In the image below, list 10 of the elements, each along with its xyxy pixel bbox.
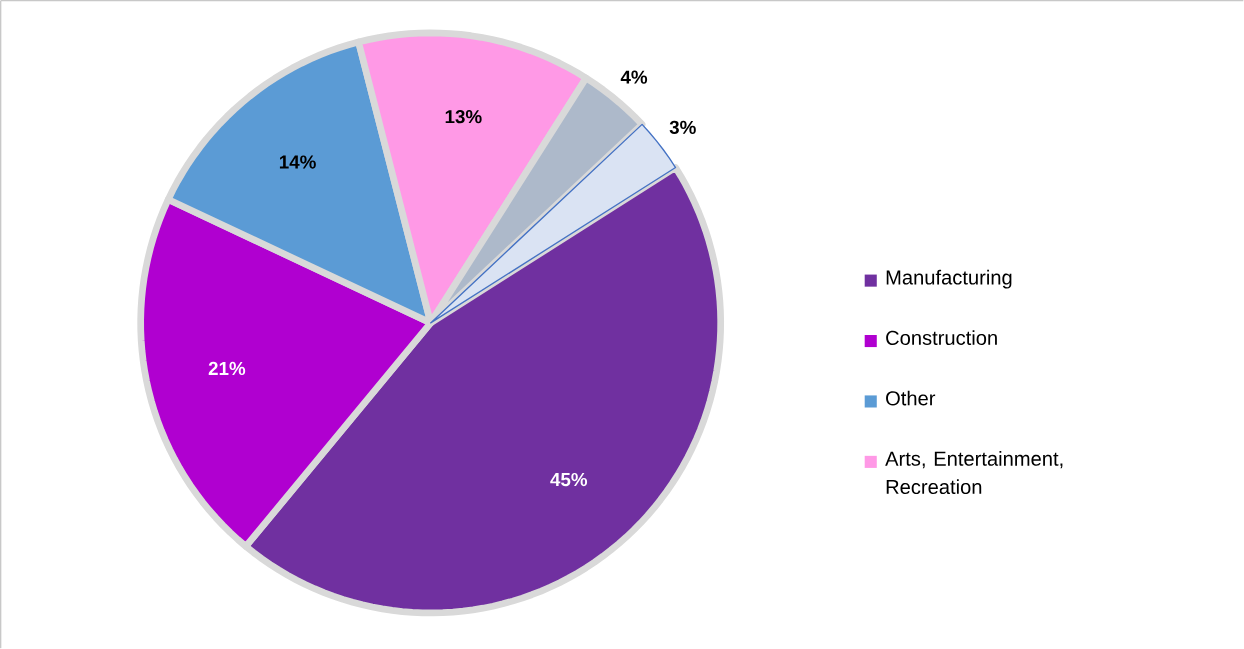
legend-label: Arts, Entertainment, Recreation [885,451,1063,495]
legend-label: Other [886,390,936,406]
data-label: 4% [620,70,648,84]
data-label: 14% [279,155,316,169]
data-label: 13% [445,110,482,124]
data-label: 21% [208,361,246,376]
legend-label: Manufacturing [886,269,1012,289]
data-label: 3% [669,120,696,135]
data-label: 45% [550,472,588,487]
legend-label: Construction [886,330,997,346]
